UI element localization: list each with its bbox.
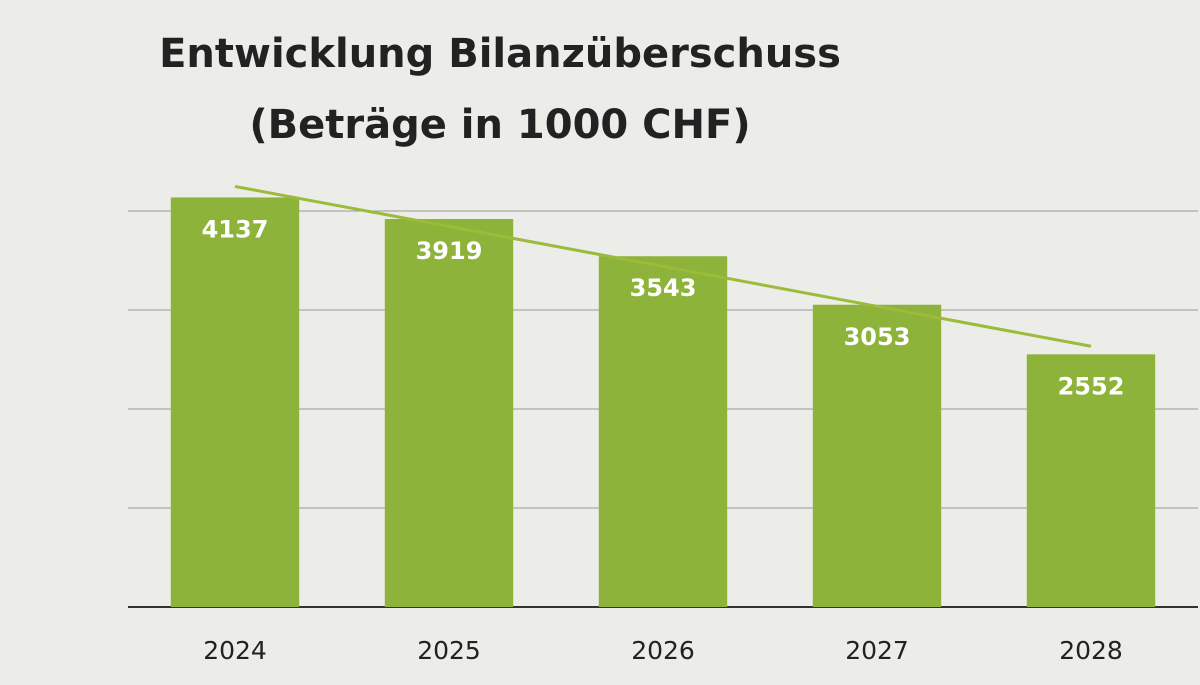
value-label: 3053 (844, 323, 911, 351)
value-label: 3919 (416, 237, 483, 265)
bar (812, 304, 942, 607)
trend-line (234, 184, 1092, 348)
x-tick-label: 2028 (1059, 636, 1123, 665)
x-tick-label: 2027 (845, 636, 909, 665)
bar (170, 197, 300, 607)
chart-subtitle: (Beträge in 1000 CHF) (249, 102, 750, 148)
value-label: 3543 (630, 274, 697, 302)
bar (1026, 354, 1156, 607)
value-label: 4137 (202, 215, 269, 243)
bar (598, 256, 728, 607)
bar (384, 219, 514, 608)
chart-title: Entwicklung Bilanzüberschuss (159, 31, 841, 77)
value-label: 2552 (1058, 372, 1125, 400)
x-tick-label: 2025 (417, 636, 481, 665)
x-tick-label: 2026 (631, 636, 695, 665)
x-tick-label: 2024 (203, 636, 267, 665)
